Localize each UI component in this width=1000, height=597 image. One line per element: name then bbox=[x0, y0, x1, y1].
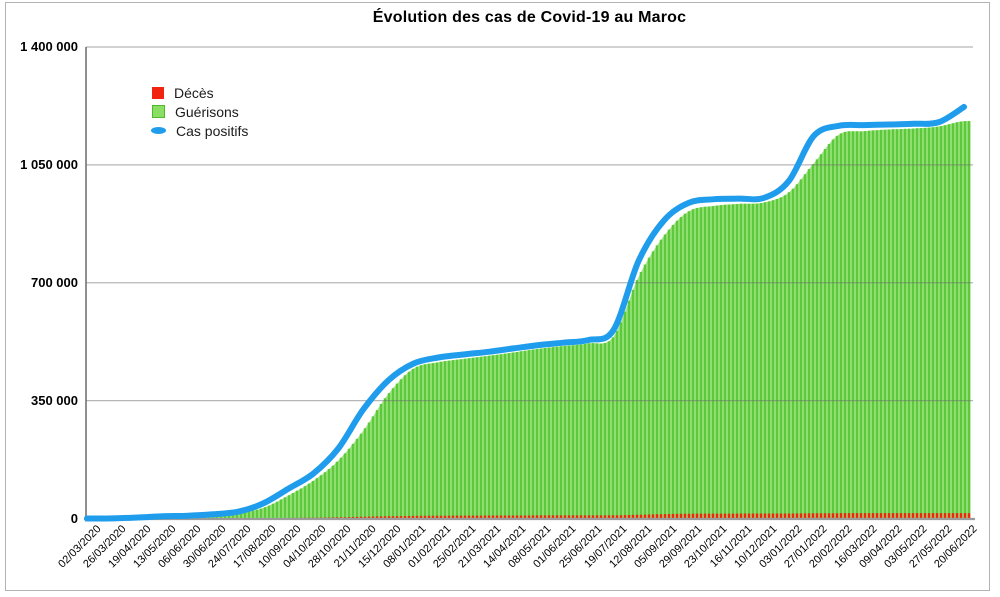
y-tick-label: 0 bbox=[70, 510, 78, 526]
legend-label-guerisons: Guérisons bbox=[175, 103, 239, 120]
legend-item-deces: Décès bbox=[152, 83, 248, 102]
chart-title: Évolution des cas de Covid-19 au Maroc bbox=[372, 9, 687, 26]
cas-positifs-line bbox=[84, 103, 967, 522]
deces-bars bbox=[275, 513, 971, 519]
legend-label-deces: Décès bbox=[174, 84, 214, 101]
legend-item-guerisons: Guérisons bbox=[152, 102, 248, 121]
guerisons-swatch-icon bbox=[152, 105, 165, 118]
legend-label-cas-positifs: Cas positifs bbox=[176, 122, 249, 139]
y-tick-label: 1 050 000 bbox=[20, 156, 78, 172]
legend: Décès Guérisons Cas positifs bbox=[151, 83, 249, 140]
deces-swatch-icon bbox=[152, 86, 164, 99]
guerisons-bars bbox=[143, 121, 971, 519]
y-tick-label: 350 000 bbox=[31, 392, 78, 408]
y-tick-label: 700 000 bbox=[31, 274, 78, 290]
y-tick-label: 1 400 000 bbox=[20, 39, 78, 54]
legend-item-cas-positifs: Cas positifs bbox=[151, 121, 249, 140]
cas-positifs-marker-icon bbox=[151, 127, 166, 134]
